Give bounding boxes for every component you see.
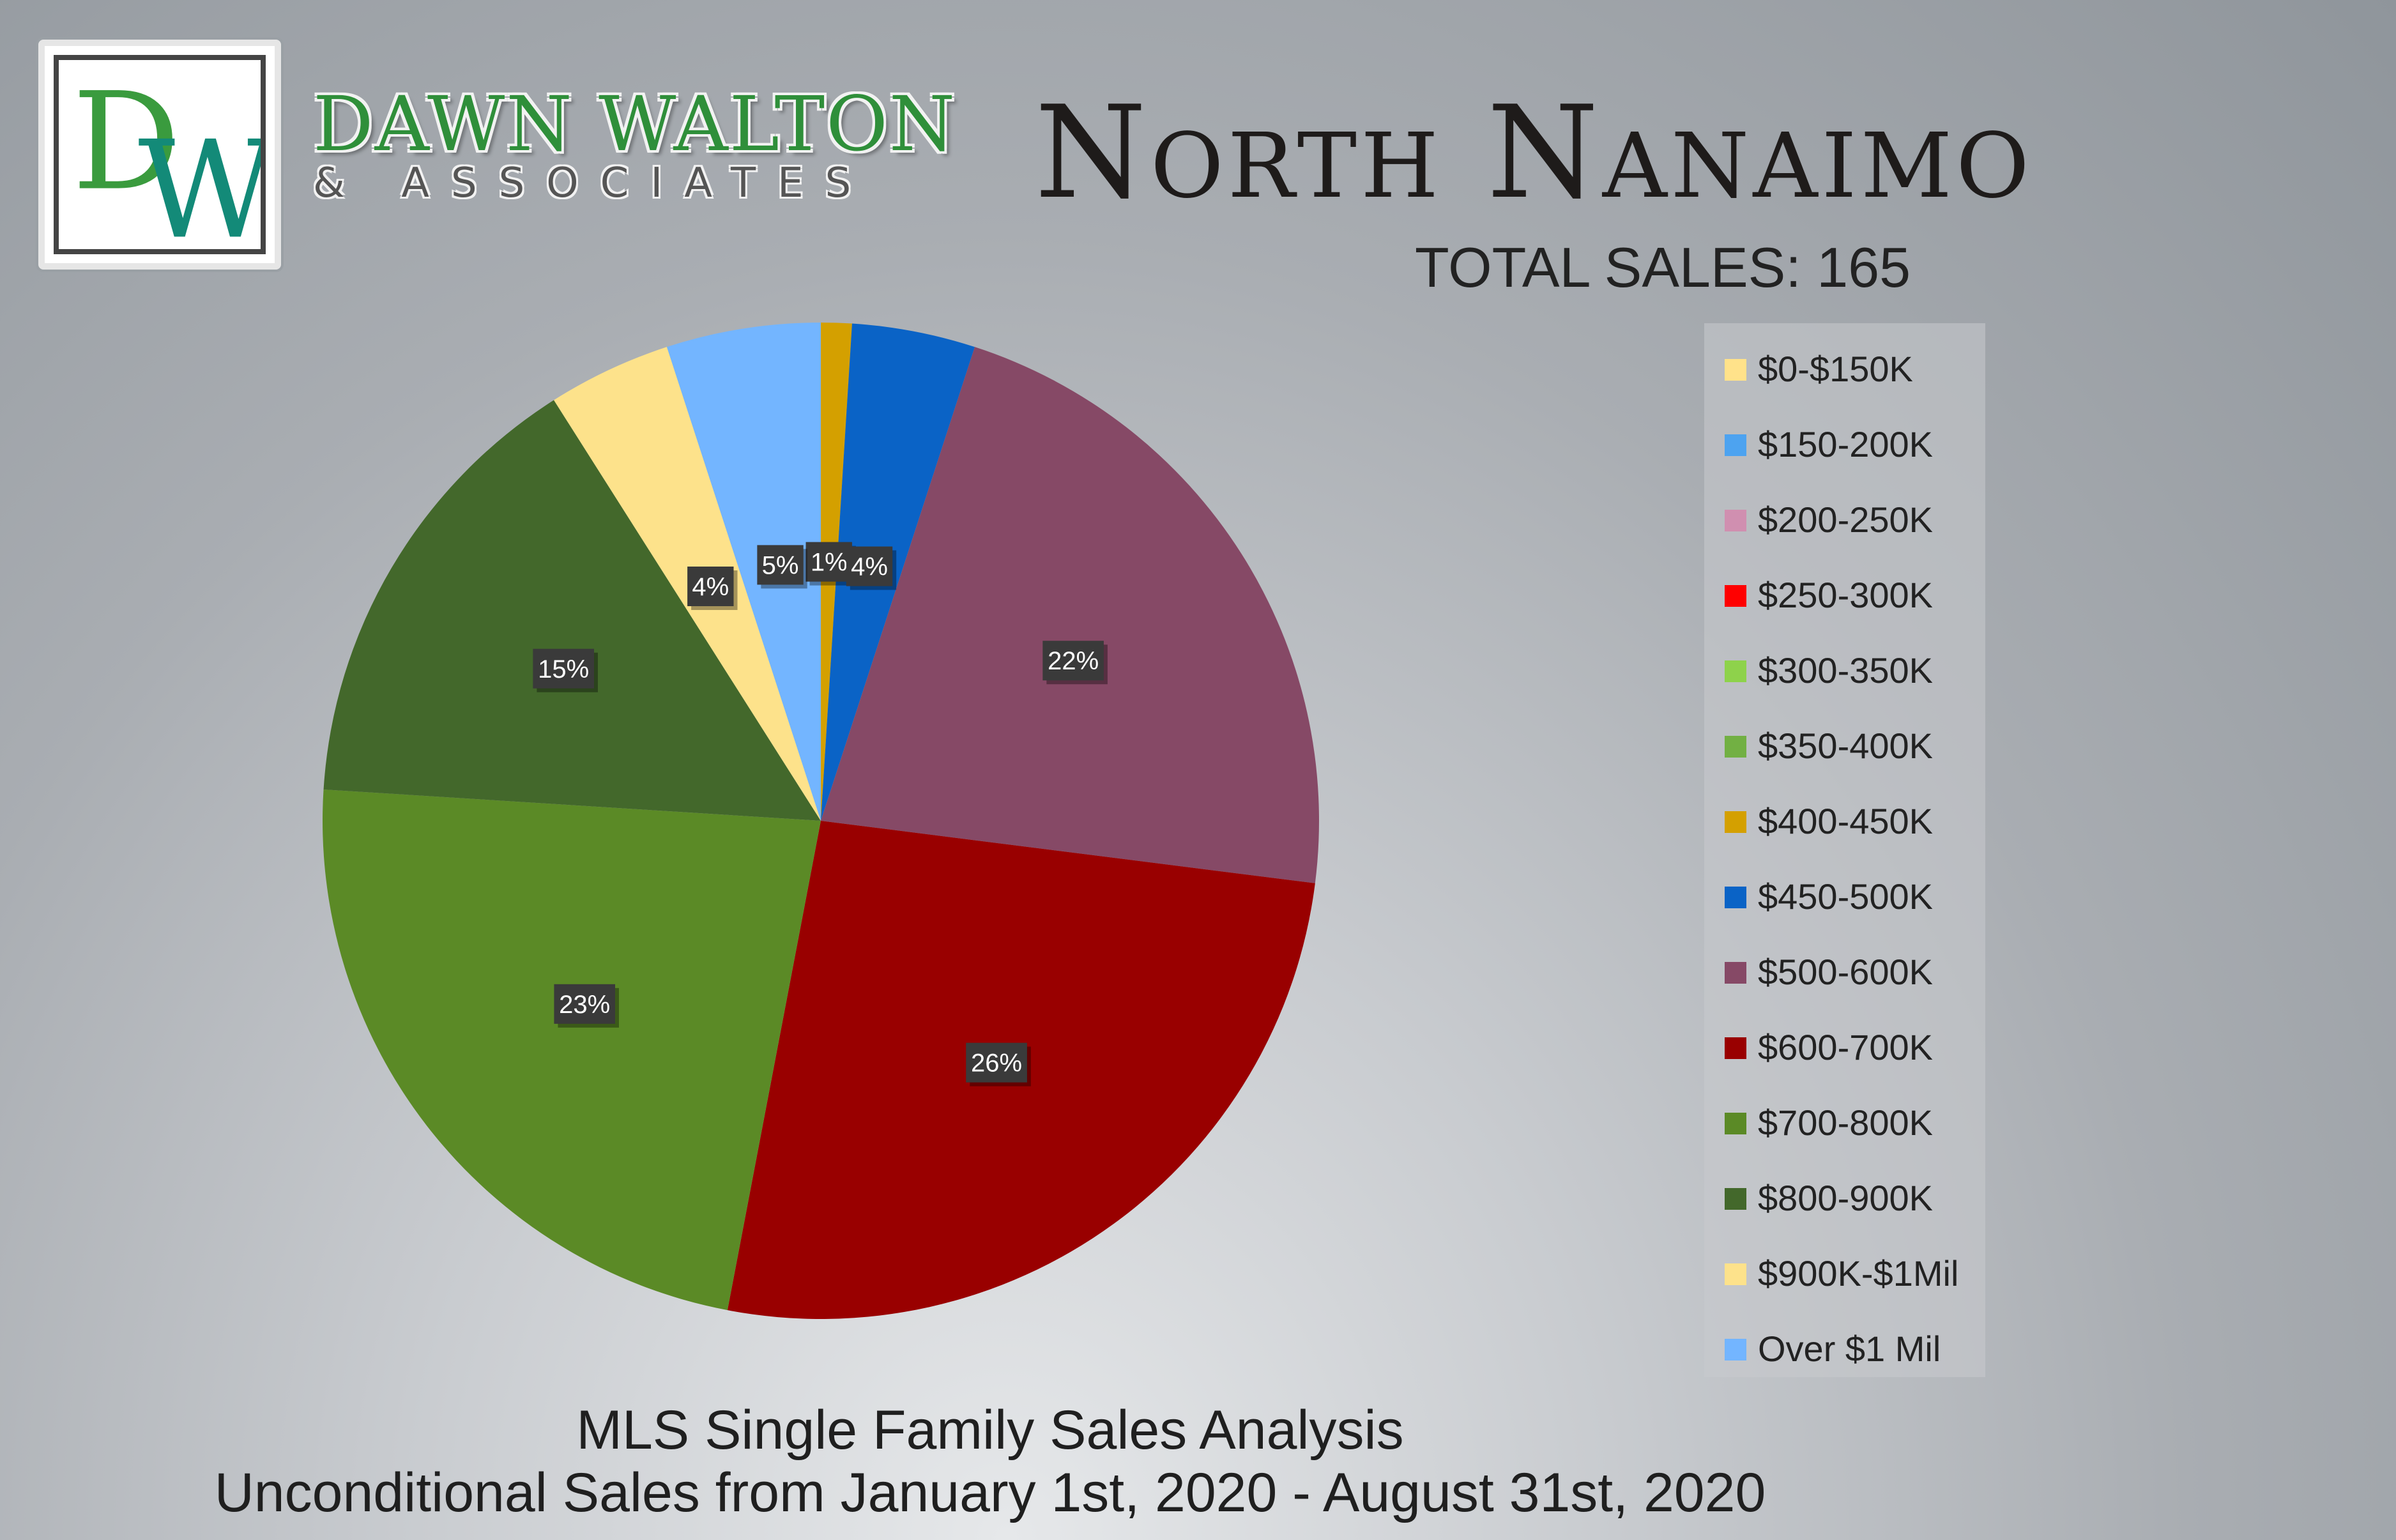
legend-swatch [1725,585,1746,607]
pie-slice [323,400,821,821]
legend-label: $400-450K [1758,801,1934,841]
svg-text:22%: 22% [1048,647,1099,675]
legend-label: $150-200K [1758,424,1934,464]
slice-data-label: 5% [757,545,807,589]
legend-item: $0-$150K [1704,342,1985,418]
svg-text:W: W [138,112,261,249]
legend-label: $250-300K [1758,575,1934,615]
legend-label: $900K-$1Mil [1758,1253,1959,1293]
page-title: North Nanaimo [1035,79,2033,227]
svg-text:4%: 4% [692,573,729,601]
legend-item: $300-350K [1704,644,1985,719]
slice-data-label: 15% [533,648,598,692]
legend-swatch [1725,736,1746,758]
pie-slice [821,347,1319,883]
svg-text:1%: 1% [811,549,848,577]
legend-item: $700-800K [1704,1096,1985,1171]
legend-label: $500-600K [1758,952,1934,992]
footer-date-range: Unconditional Sales from January 1st, 20… [214,1462,1766,1523]
pie-slice [554,347,821,821]
legend-item: $350-400K [1704,719,1985,795]
svg-text:15%: 15% [538,655,589,683]
svg-text:4%: 4% [851,553,888,581]
brand-subtitle: & ASSOCIATES [313,160,873,207]
logo-frame: D W [54,55,266,254]
total-sales-label: TOTAL SALES: 165 [1415,236,1911,299]
legend-swatch [1725,887,1746,908]
legend-item: $500-600K [1704,945,1985,1021]
legend-label: $0-$150K [1758,349,1913,389]
slice-data-label: 4% [846,546,897,590]
svg-text:23%: 23% [559,991,610,1019]
legend-item: $450-500K [1704,870,1985,945]
logo-badge: D W [38,40,281,270]
legend-swatch [1725,1037,1746,1059]
legend-swatch [1725,510,1746,531]
legend-item: $400-450K [1704,795,1985,870]
legend-label: $450-500K [1758,876,1934,917]
svg-text:26%: 26% [971,1049,1022,1078]
svg-text:5%: 5% [762,551,799,579]
brand-name: DAWN WALTON [313,80,957,168]
legend-swatch [1725,359,1746,381]
legend-label: $300-350K [1758,650,1934,690]
slice-data-label: 22% [1042,641,1108,685]
legend-swatch [1725,1339,1746,1361]
legend-swatch [1725,660,1746,682]
slice-data-label: 4% [687,567,738,611]
legend-item: Over $1 Mil [1704,1322,1985,1398]
legend-label: $200-250K [1758,499,1934,540]
svg-text:D: D [72,63,180,220]
legend-item: $200-250K [1704,493,1985,568]
slice-data-label: 26% [966,1042,1031,1086]
pie-slice [821,323,975,821]
legend-swatch [1725,962,1746,984]
chart-legend: $0-$150K $150-200K $200-250K $250-300K $300-… [1704,323,1985,1377]
brand-wordmark: DAWN WALTON & ASSOCIATES [313,80,957,207]
legend-label: $700-800K [1758,1102,1934,1143]
footer-title: MLS Single Family Sales Analysis [576,1399,1404,1461]
legend-label: $600-700K [1758,1027,1934,1067]
legend-label: Over $1 Mil [1758,1329,1941,1369]
legend-item: $150-200K [1704,418,1985,493]
legend-label: $800-900K [1758,1178,1934,1218]
slice-data-label: 23% [554,984,620,1028]
legend-item: $800-900K [1704,1171,1985,1247]
pie-slice [323,789,821,1311]
legend-swatch [1725,434,1746,456]
legend-swatch [1725,1263,1746,1285]
legend-swatch [1725,1188,1746,1210]
dw-monogram-icon: D W [72,63,261,249]
legend-item: $250-300K [1704,568,1985,644]
pie-slice [666,323,821,821]
legend-item: $900K-$1Mil [1704,1247,1985,1322]
legend-item: $600-700K [1704,1021,1985,1096]
legend-swatch [1725,1113,1746,1134]
legend-label: $350-400K [1758,726,1934,766]
legend-swatch [1725,811,1746,833]
